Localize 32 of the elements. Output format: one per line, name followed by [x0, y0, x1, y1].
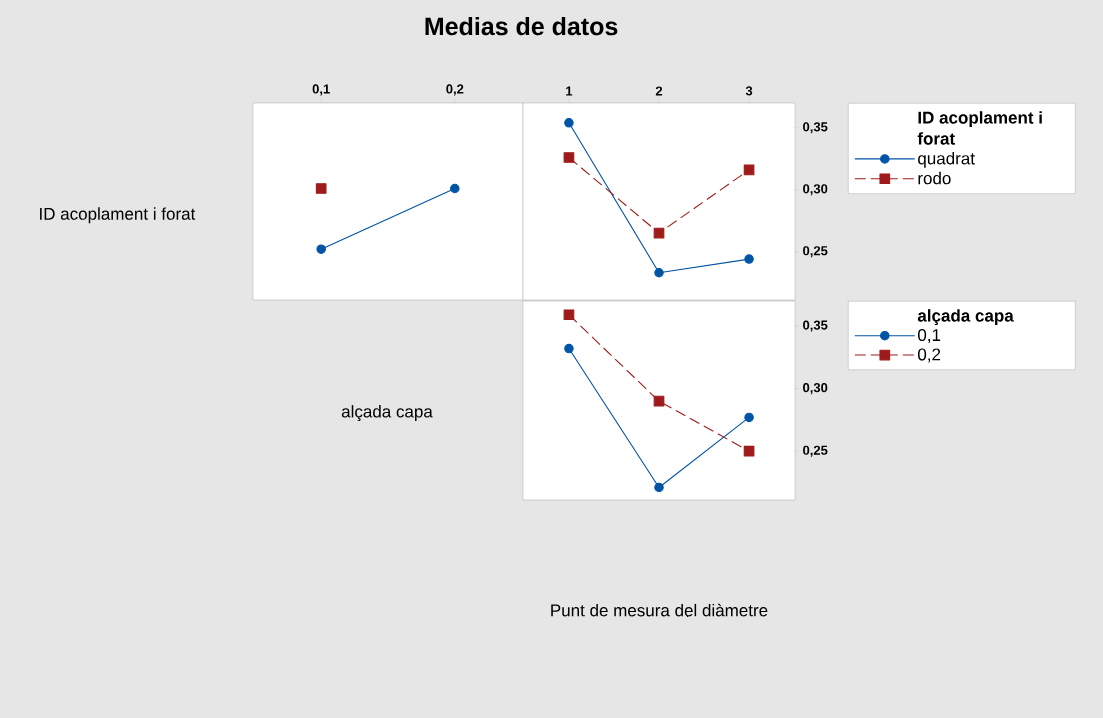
point: [743, 445, 755, 457]
legend-label: 0,1: [918, 329, 941, 344]
y-tick-label: 0,35: [803, 122, 828, 134]
legend-title: alçada capa: [917, 309, 1014, 326]
point: [744, 254, 754, 264]
x-axis-title: Punt de mesura del diàmetre: [551, 603, 768, 617]
x-tick-label: 1: [566, 86, 573, 96]
point: [653, 227, 665, 239]
y-tick-label: 0,30: [803, 184, 828, 196]
y-axis-title: alçada capa: [341, 405, 433, 421]
point: [564, 343, 574, 354]
point: [654, 267, 664, 278]
point: [653, 395, 665, 407]
chart-title: Medias de datos: [425, 16, 618, 36]
point: [744, 412, 754, 423]
point: [563, 309, 575, 321]
legend-label: rodo: [918, 171, 951, 185]
x-tick-label: 0,2: [446, 84, 464, 96]
legend-label: quadrat: [918, 152, 975, 168]
x-tick-label: 3: [745, 86, 753, 96]
y-tick-label: 0,35: [803, 320, 828, 332]
point: [564, 118, 574, 128]
y-axis-title: ID acoplament i forat: [40, 207, 196, 224]
point: [654, 482, 664, 493]
legend-label: 0,2: [918, 348, 941, 363]
x-tick-label: 0,1: [312, 84, 330, 96]
point: [743, 164, 755, 176]
y-tick-label: 0,25: [803, 246, 828, 258]
x-tick-label: 2: [655, 86, 663, 96]
y-tick-label: 0,30: [803, 383, 828, 395]
y-tick-label: 0,25: [803, 445, 828, 457]
point: [563, 152, 575, 163]
